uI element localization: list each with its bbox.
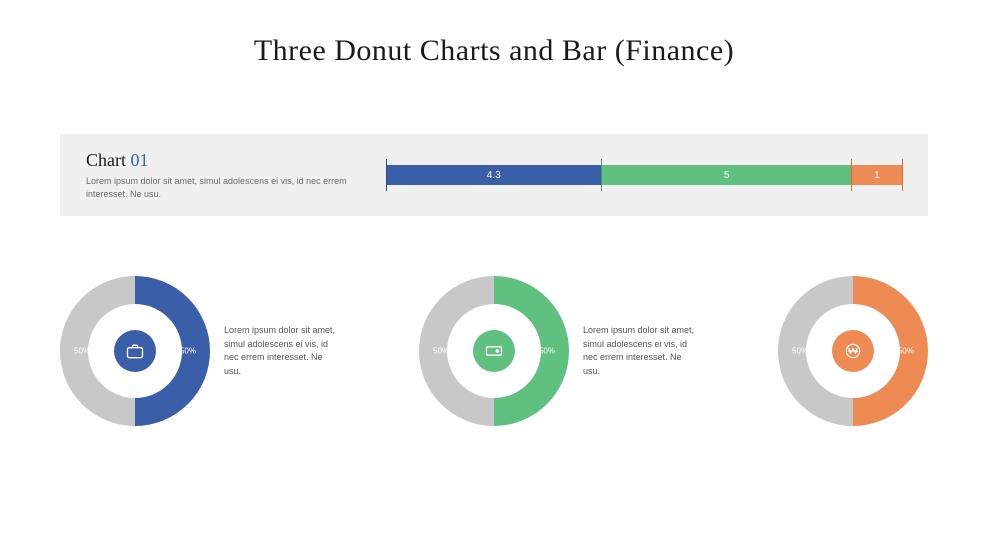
stacked-bar-chart: 4.351 xyxy=(386,159,902,191)
bar-title-prefix: Chart xyxy=(86,150,131,170)
donut-left-percent: 50% xyxy=(792,347,808,356)
donut-block: 50% 50% Lorem ipsum dolor sit amet, simul … xyxy=(60,276,340,426)
donut-left-percent: 50% xyxy=(433,347,449,356)
won-coin-icon xyxy=(832,330,874,372)
donut-chart: 50% 50% xyxy=(419,276,569,426)
donut-left-percent: 50% xyxy=(74,347,90,356)
bar-chart-description: Lorem ipsum dolor sit amet, simul adoles… xyxy=(86,175,366,199)
donut-description: Lorem ipsum dolor sit amet, simul adoles… xyxy=(210,324,340,378)
donut-right-percent: 50% xyxy=(539,347,555,356)
donut-block: 50% 50% Lorem ipsum dolor sit amet, simul … xyxy=(419,276,699,426)
bar-tick xyxy=(386,159,387,191)
bar-segment: 1 xyxy=(852,165,902,185)
page-root: Three Donut Charts and Bar (Finance) Cha… xyxy=(0,0,988,556)
donut-description: Lorem ipsum dolor sit amet, simul adoles… xyxy=(569,324,699,378)
bar-title-number: 01 xyxy=(131,150,149,170)
bar-chart-title: Chart 01 xyxy=(86,150,366,171)
briefcase-icon xyxy=(114,330,156,372)
donut-right-percent: 50% xyxy=(180,347,196,356)
donuts-row: 50% 50% Lorem ipsum dolor sit amet, simul … xyxy=(60,276,928,426)
bar-tick xyxy=(601,159,602,191)
bar-tick xyxy=(902,159,903,191)
bar-panel: Chart 01 Lorem ipsum dolor sit amet, sim… xyxy=(60,134,928,216)
bar-tick xyxy=(851,159,852,191)
ticket-icon xyxy=(473,330,515,372)
bar-segment: 4.3 xyxy=(386,165,601,185)
donut-block: 50% 50% xyxy=(778,276,928,426)
bar-panel-text: Chart 01 Lorem ipsum dolor sit amet, sim… xyxy=(86,150,386,199)
bar-segment: 5 xyxy=(601,165,851,185)
donut-chart: 50% 50% xyxy=(778,276,928,426)
page-title: Three Donut Charts and Bar (Finance) xyxy=(60,34,928,68)
donut-right-percent: 50% xyxy=(898,347,914,356)
bar-track: 4.351 xyxy=(386,165,902,185)
donut-chart: 50% 50% xyxy=(60,276,210,426)
